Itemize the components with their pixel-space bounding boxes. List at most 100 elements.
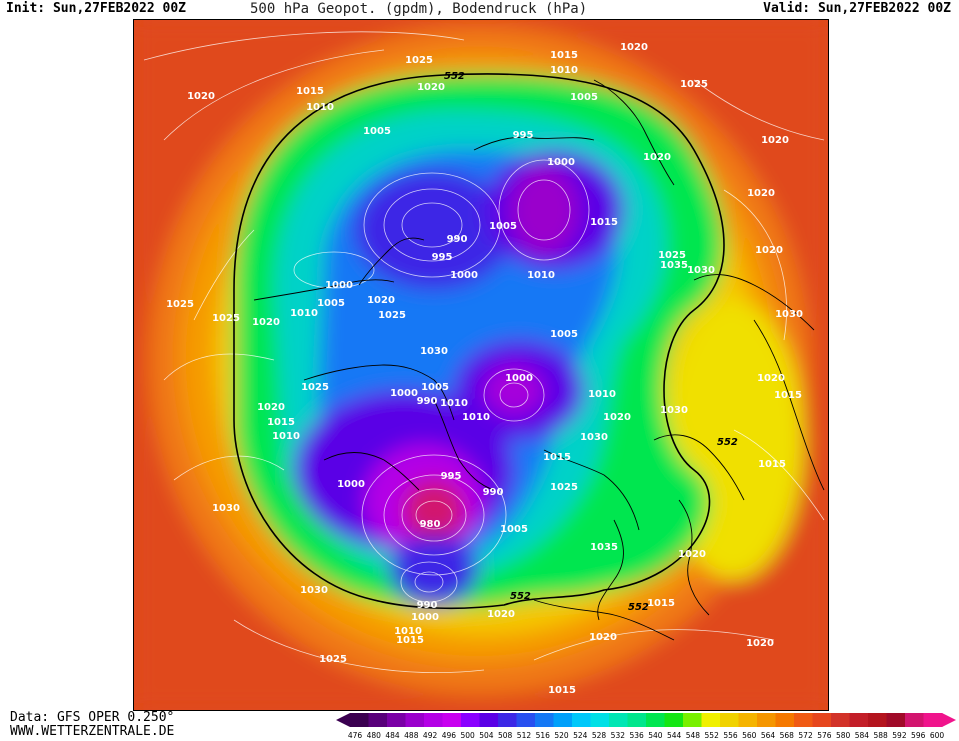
pressure-label: 990 — [483, 487, 504, 498]
pressure-label: 1020 — [747, 188, 775, 199]
color-scale-swatch — [794, 713, 813, 727]
pressure-label: 1015 — [774, 390, 802, 401]
pressure-label: 1020 — [187, 91, 215, 102]
pressure-label: 1020 — [367, 295, 395, 306]
pressure-label: 995 — [513, 130, 534, 141]
pressure-label: 1020 — [757, 373, 785, 384]
color-scale-swatch — [886, 713, 906, 727]
pressure-label: 1025 — [301, 382, 329, 393]
pressure-label: 1020 — [603, 412, 631, 423]
pressure-label: 1010 — [272, 431, 300, 442]
pressure-label: 1005 — [363, 126, 391, 137]
pressure-label: 1020 — [620, 42, 648, 53]
pressure-label: 1015 — [543, 452, 571, 463]
pressure-label: 990 — [417, 600, 438, 611]
color-scale-tick-label: 476 — [348, 731, 363, 740]
pressure-label: 1010 — [462, 412, 490, 423]
pressure-label: 1020 — [589, 632, 617, 643]
color-scale-swatch — [479, 713, 499, 727]
color-scale-swatch — [405, 713, 425, 727]
color-scale-swatch — [442, 713, 462, 727]
pressure-label: 1030 — [775, 309, 803, 320]
pressure-label: 1030 — [687, 265, 715, 276]
color-scale-swatch — [905, 713, 924, 727]
pressure-label: 1005 — [421, 382, 449, 393]
color-scale-tick-label: 544 — [667, 731, 682, 740]
contour-552 — [233, 73, 725, 610]
pressure-label: 1020 — [417, 82, 445, 93]
color-scale-swatch — [775, 713, 795, 727]
pressure-label: 1015 — [396, 635, 424, 646]
color-scale-ticks: 476 480 484 488 492 496 500 504 508 512 516 520 524 5… — [348, 731, 945, 740]
pressure-label: 1020 — [643, 152, 671, 163]
coastlines — [253, 79, 825, 641]
pressure-label: 1020 — [487, 609, 515, 620]
color-scale-tick-label: 524 — [573, 731, 588, 740]
pressure-label: 1005 — [489, 221, 517, 232]
color-scale-swatch — [461, 713, 480, 727]
pressure-label: 1010 — [440, 398, 468, 409]
pressure-label: 1025 — [658, 250, 686, 261]
pressure-label: 1000 — [505, 373, 533, 384]
pressure-label: 1025 — [319, 654, 347, 665]
isobars — [143, 31, 825, 673]
color-scale-swatch — [923, 713, 943, 727]
color-scale-swatches — [336, 713, 956, 727]
pressure-label: 1015 — [267, 417, 295, 428]
color-scale-tick-label: 532 — [611, 731, 626, 740]
color-scale-tick-label: 548 — [686, 731, 701, 740]
pressure-label: 1010 — [588, 389, 616, 400]
color-scale-swatch — [701, 713, 721, 727]
color-scale-tick-label: 568 — [780, 731, 795, 740]
contour-label-552-bottom: 552 — [510, 591, 531, 602]
pressure-label: 1025 — [166, 299, 194, 310]
pressure-label: 1025 — [550, 482, 578, 493]
color-scale-tick-label: 488 — [404, 731, 419, 740]
pressure-label: 1015 — [550, 50, 578, 61]
pressure-label: 1005 — [317, 298, 345, 309]
pressure-label: 1000 — [547, 157, 575, 168]
color-scale-swatch — [572, 713, 591, 727]
color-scale-tick-label: 552 — [705, 731, 720, 740]
pressure-label: 1010 — [290, 308, 318, 319]
contour-label-552-top: 552 — [444, 71, 465, 82]
pressure-label: 1030 — [660, 405, 688, 416]
color-scale-swatch — [627, 713, 647, 727]
pressure-label: 1015 — [548, 685, 576, 696]
color-scale-swatch — [812, 713, 832, 727]
color-scale-swatch — [535, 713, 554, 727]
pressure-label: 1025 — [405, 55, 433, 66]
color-scale-legend: 476 480 484 488 492 496 500 504 508 512 516 520 524 5… — [336, 713, 956, 740]
pressure-label: 1025 — [680, 79, 708, 90]
pressure-label: 1025 — [212, 313, 240, 324]
color-scale-tick-label: 592 — [892, 731, 907, 740]
pressure-label: 1035 — [660, 260, 688, 271]
data-source-label: Data: GFS OPER 0.250° — [10, 710, 175, 725]
color-scale-swatch — [424, 713, 443, 727]
color-scale-swatch — [738, 713, 758, 727]
color-scale-swatch — [720, 713, 739, 727]
color-scale-tick-label: 596 — [911, 731, 926, 740]
pressure-label: 990 — [447, 234, 468, 245]
height-field — [134, 20, 828, 710]
color-scale-tick-label: 504 — [479, 731, 494, 740]
color-scale-tick-label: 480 — [367, 731, 382, 740]
pressure-label: 980 — [420, 519, 441, 530]
color-scale-tick-label: 572 — [798, 731, 813, 740]
color-scale-tick-label: 496 — [442, 731, 457, 740]
color-scale-tick-label: 556 — [723, 731, 738, 740]
pressure-label: 1000 — [325, 280, 353, 291]
color-scale-swatch — [590, 713, 610, 727]
pressure-label: 1005 — [500, 524, 528, 535]
pressure-label: 1015 — [758, 459, 786, 470]
color-scale-swatch — [757, 713, 776, 727]
pressure-label: 1000 — [337, 479, 365, 490]
color-scale-tick-label: 540 — [648, 731, 663, 740]
color-scale-tick-label: 564 — [761, 731, 776, 740]
color-scale-swatch — [498, 713, 517, 727]
color-scale-tick-label: 508 — [498, 731, 513, 740]
color-scale-swatch — [868, 713, 887, 727]
color-scale-tick-label: 580 — [836, 731, 851, 740]
color-scale-tick-label: 512 — [517, 731, 532, 740]
